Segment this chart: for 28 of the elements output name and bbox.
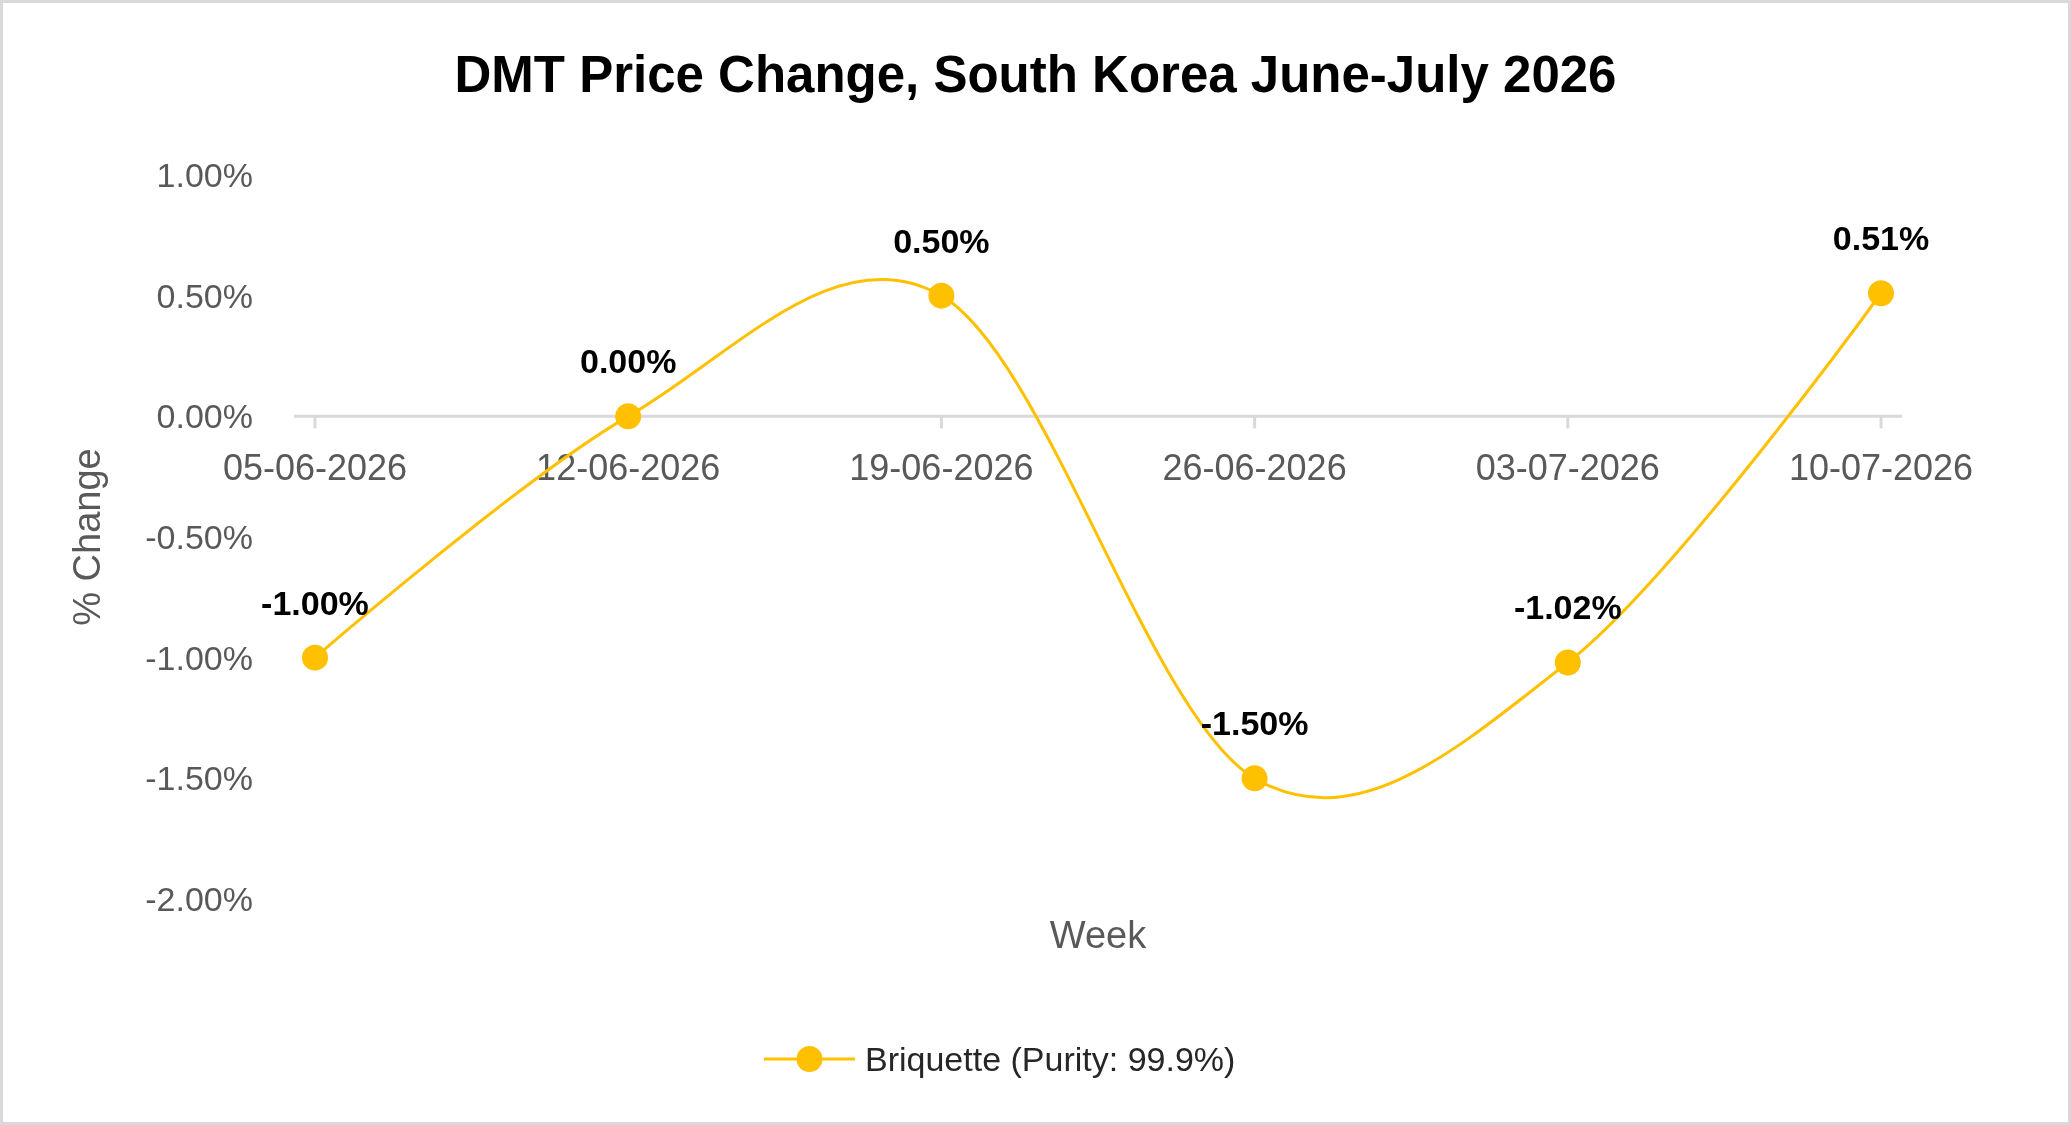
point <box>1554 649 1581 676</box>
data-label: -1.50% <box>1200 704 1309 743</box>
x-tick-label: 26-06-2026 <box>1162 447 1347 489</box>
point <box>928 282 955 309</box>
point <box>1868 280 1895 307</box>
x-axis-title: Week <box>1049 914 1148 956</box>
chart-title: DMT Price Change, South Korea June-July 2026 <box>454 46 1617 103</box>
point <box>615 403 642 430</box>
x-tick-label: 05-06-2026 <box>222 447 408 489</box>
x-tick-label: 03-07-2026 <box>1475 447 1660 489</box>
y-tick-label: 1.00% <box>156 156 253 194</box>
data-label: -1.00% <box>261 583 369 622</box>
point <box>1241 765 1268 792</box>
x-tick-label: 19-06-2026 <box>849 447 1034 489</box>
data-label: 0.51% <box>1832 219 1930 258</box>
data-label: 0.00% <box>579 342 677 381</box>
x-tick-label: 10-07-2026 <box>1788 447 1974 489</box>
data-label: -1.02% <box>1513 588 1622 627</box>
y-tick-label: -0.50% <box>145 518 253 556</box>
y-axis-title: % Change <box>66 448 108 626</box>
y-tick-label: 0.00% <box>156 397 253 436</box>
y-tick-label: -2.00% <box>145 880 253 918</box>
point <box>301 644 328 671</box>
y-tick-label: -1.50% <box>145 759 253 798</box>
legend-label: Briquette (Purity: 99.9%) <box>865 1040 1236 1078</box>
data-label: 0.50% <box>893 221 990 260</box>
y-tick-label: -1.00% <box>145 638 253 677</box>
y-tick-label: 0.50% <box>156 276 253 315</box>
